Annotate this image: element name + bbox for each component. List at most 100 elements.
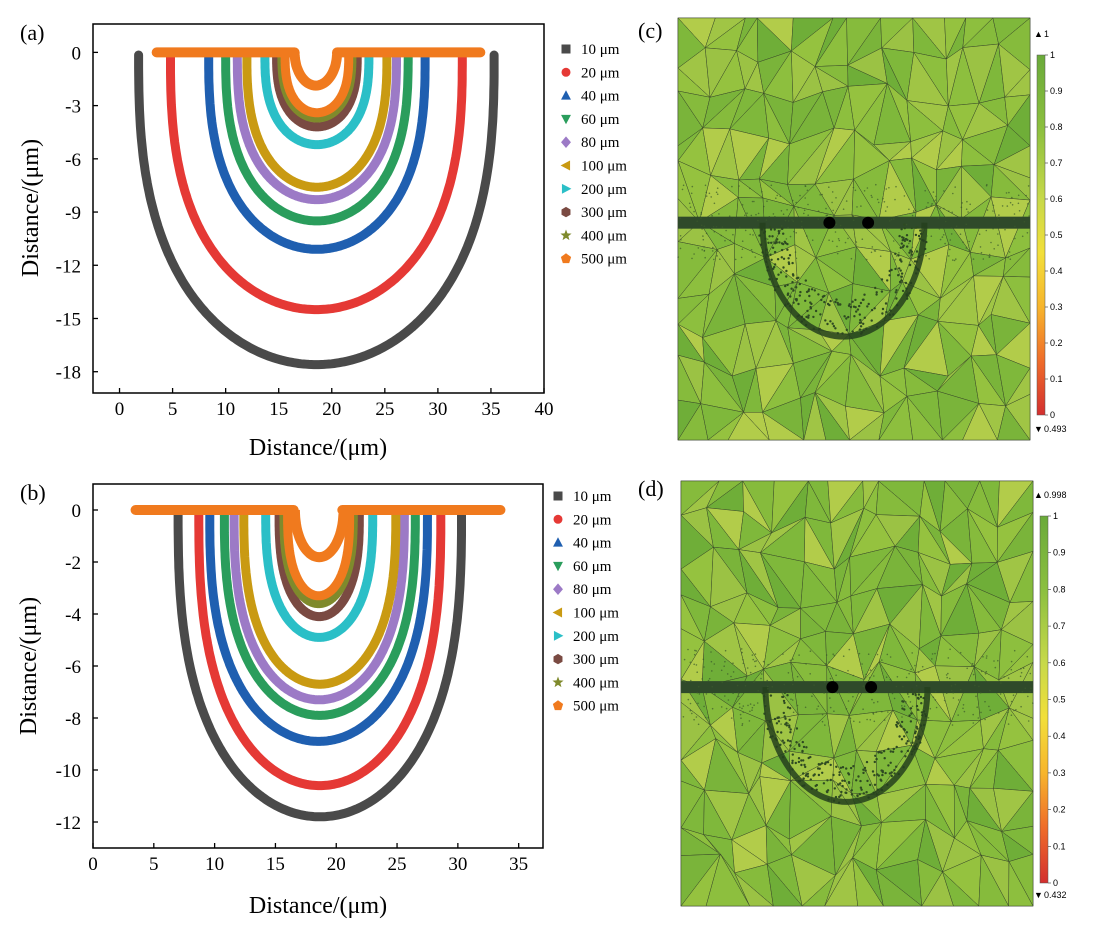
mesh-node	[893, 697, 896, 700]
data-point	[216, 627, 224, 635]
data-point	[357, 659, 364, 668]
mesh-node	[831, 322, 834, 325]
data-point	[208, 246, 215, 253]
mesh-node	[911, 246, 914, 249]
mesh-node	[1030, 687, 1032, 690]
legend-marker	[561, 67, 571, 77]
data-point	[458, 81, 466, 88]
data-point	[360, 102, 367, 110]
mesh-node	[782, 711, 785, 715]
mesh-node	[826, 789, 830, 792]
colorbar-d-min-label: 0.432	[1044, 890, 1067, 900]
mesh-node	[903, 705, 906, 707]
mesh-element	[852, 857, 884, 907]
mesh-node	[909, 255, 912, 257]
mesh-node	[976, 706, 978, 708]
mesh-node	[1029, 691, 1032, 693]
data-point	[229, 615, 237, 623]
mesh-element	[762, 411, 805, 441]
data-point	[330, 735, 338, 743]
data-point	[326, 216, 334, 224]
mesh-node	[932, 696, 935, 699]
data-point	[255, 137, 262, 145]
legend-entry: 100 μm	[552, 606, 619, 622]
mesh-node	[792, 680, 794, 682]
colorbar-tick-label: 0.4	[1050, 266, 1063, 276]
mesh-node	[732, 671, 735, 673]
mesh-node	[696, 671, 698, 673]
data-point	[314, 113, 323, 122]
mesh-node	[832, 653, 834, 655]
mesh-node	[926, 699, 929, 701]
mesh-node	[877, 201, 880, 204]
data-point	[287, 558, 296, 566]
mesh-node	[873, 720, 876, 723]
data-point	[360, 802, 367, 809]
data-point	[291, 242, 299, 250]
y-tick-label: -2	[65, 553, 81, 574]
mesh-node	[845, 708, 848, 710]
mesh-node	[972, 722, 975, 724]
data-point	[318, 217, 326, 225]
mesh-node	[812, 315, 815, 319]
mesh-node	[731, 185, 733, 188]
mesh-node	[1008, 191, 1010, 194]
data-point	[245, 742, 252, 749]
mesh-node	[898, 280, 902, 284]
colorbar-c-min-marker: ▼	[1034, 424, 1043, 434]
data-point	[281, 702, 289, 709]
data-point	[486, 153, 493, 160]
data-point	[208, 120, 216, 128]
mesh-node	[847, 773, 851, 776]
mesh-node	[948, 255, 950, 257]
mesh-node	[809, 778, 812, 781]
data-point	[251, 704, 259, 711]
mesh-node	[804, 299, 807, 302]
colorbar-tick-label: 0	[1053, 878, 1058, 888]
colorbar-c: ▲ 1 10.90.80.70.60.50.40.30.20.10 ▼ 0.49…	[1034, 29, 1067, 434]
mesh-node	[1028, 215, 1030, 217]
mesh-node	[951, 724, 954, 726]
data-point	[292, 778, 299, 785]
data-point	[339, 674, 347, 682]
series-40um	[204, 50, 430, 254]
colorbar-c-gradient	[1036, 54, 1046, 416]
mesh-node	[751, 709, 753, 711]
series-10um	[173, 509, 466, 822]
series-200um	[261, 509, 378, 642]
mesh-node	[705, 195, 708, 197]
mesh-node	[895, 185, 897, 188]
mesh-node	[760, 677, 762, 680]
colorbar-tick-label: 0.4	[1053, 731, 1066, 741]
data-point	[375, 126, 382, 134]
mesh-node	[845, 328, 848, 332]
mesh-node	[831, 201, 833, 204]
mesh-node	[826, 322, 829, 326]
data-point	[219, 165, 227, 172]
legend-label: 40 μm	[573, 536, 612, 552]
mesh-node	[825, 207, 827, 210]
mesh-node	[894, 267, 897, 271]
data-point	[371, 795, 379, 802]
mesh-node	[903, 708, 906, 711]
mesh-node	[795, 232, 797, 234]
colorbar-tick-label: 0.2	[1053, 805, 1066, 815]
mesh-node	[866, 718, 868, 721]
mesh-node	[711, 214, 713, 217]
data-point	[343, 591, 350, 600]
mesh-node	[763, 205, 765, 208]
mesh-node	[803, 763, 806, 767]
mesh-node	[771, 246, 775, 249]
data-point	[206, 651, 213, 658]
data-point	[396, 334, 403, 341]
electrode-notch	[289, 509, 349, 563]
mesh-node	[824, 724, 826, 726]
mesh-node	[895, 297, 898, 300]
mesh-node	[1011, 204, 1014, 206]
mesh-node	[1020, 671, 1023, 674]
data-point	[274, 696, 282, 704]
mesh-node	[680, 239, 682, 241]
mesh-node	[690, 192, 693, 195]
data-point	[400, 624, 408, 632]
mesh-node	[836, 252, 839, 255]
